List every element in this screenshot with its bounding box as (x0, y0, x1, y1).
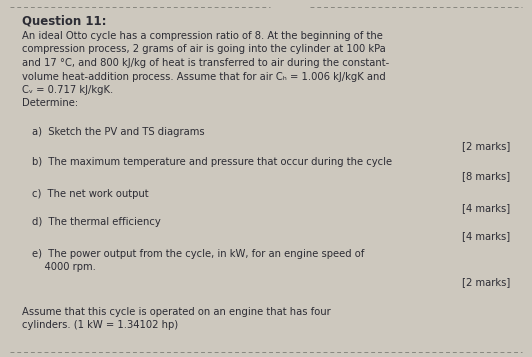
Text: [2 marks]: [2 marks] (462, 141, 510, 151)
Text: [4 marks]: [4 marks] (462, 203, 510, 213)
Text: [8 marks]: [8 marks] (462, 171, 510, 181)
Text: and 17 °C, and 800 kJ/kg of heat is transferred to air during the constant-: and 17 °C, and 800 kJ/kg of heat is tran… (22, 58, 389, 68)
Text: c)  The net work output: c) The net work output (32, 189, 148, 199)
Text: d)  The thermal efficiency: d) The thermal efficiency (32, 217, 161, 227)
Text: An ideal Otto cycle has a compression ratio of 8. At the beginning of the: An ideal Otto cycle has a compression ra… (22, 31, 383, 41)
Text: cylinders. (1 kW = 1.34102 hp): cylinders. (1 kW = 1.34102 hp) (22, 321, 178, 331)
Text: Determine:: Determine: (22, 99, 78, 109)
Text: 4000 rpm.: 4000 rpm. (32, 262, 96, 272)
Text: b)  The maximum temperature and pressure that occur during the cycle: b) The maximum temperature and pressure … (32, 157, 392, 167)
Text: [2 marks]: [2 marks] (462, 277, 510, 287)
Text: Question 11:: Question 11: (22, 15, 106, 28)
Text: compression process, 2 grams of air is going into the cylinder at 100 kPa: compression process, 2 grams of air is g… (22, 45, 386, 55)
Text: Assume that this cycle is operated on an engine that has four: Assume that this cycle is operated on an… (22, 307, 331, 317)
Text: Cᵥ = 0.717 kJ/kgK.: Cᵥ = 0.717 kJ/kgK. (22, 85, 113, 95)
Text: [4 marks]: [4 marks] (462, 231, 510, 241)
Text: volume heat-addition process. Assume that for air Cₕ = 1.006 kJ/kgK and: volume heat-addition process. Assume tha… (22, 71, 386, 81)
Text: e)  The power output from the cycle, in kW, for an engine speed of: e) The power output from the cycle, in k… (32, 249, 364, 259)
Text: a)  Sketch the PV and TS diagrams: a) Sketch the PV and TS diagrams (32, 127, 205, 137)
